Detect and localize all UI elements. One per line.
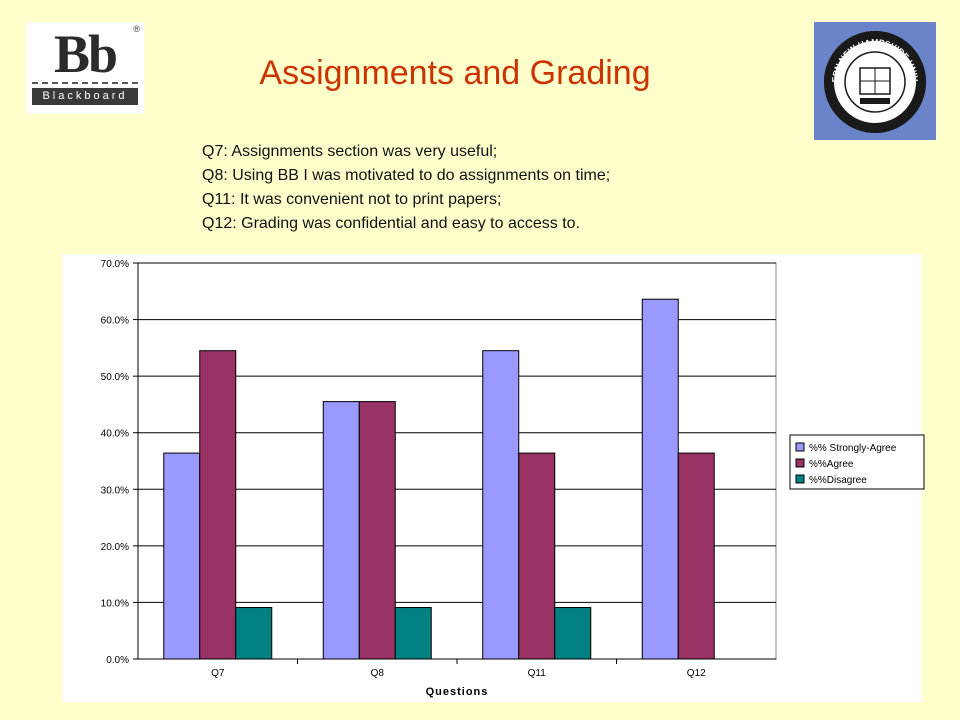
bar-chart: 0.0% 10.0% 20.0% 30.0% 40.0% 50.0% 60.0% 70.0% Q…: [62, 254, 925, 702]
blackboard-logo-wordmark: Blackboard: [32, 88, 138, 105]
x-tick-label: Q7: [211, 668, 225, 679]
y-tick-label: 0.0%: [106, 655, 129, 666]
y-tick-label: 60.0%: [101, 316, 129, 327]
x-tick-label: Q12: [687, 668, 706, 679]
legend-label-1: %% Strongly-Agree: [809, 443, 897, 454]
registered-mark: ®: [133, 24, 140, 34]
legend-swatch-3: [795, 474, 805, 484]
bar-q12-series-1: [641, 298, 679, 660]
x-tick-label: Q8: [371, 668, 385, 679]
legend-label-2: %%Agree: [809, 459, 854, 470]
legend: [789, 434, 925, 490]
blackboard-logo-letters: Bb: [53, 24, 118, 84]
bar-q11-series-1: [482, 350, 520, 660]
bar-q11-series-2: [518, 452, 556, 660]
question-q8: Q8: Using BB I was motivated to do assig…: [202, 167, 611, 184]
page-title: Assignments and Grading: [259, 54, 651, 92]
question-q11: Q11: It was convenient not to print pape…: [202, 191, 502, 208]
bar-q7-series-1: [163, 452, 201, 660]
legend-swatch-1: [795, 442, 805, 452]
bar-q8-series-3: [394, 607, 432, 660]
x-tick-label: Q11: [528, 668, 547, 679]
bar-q7-series-2: [199, 350, 237, 660]
question-list: Q7: Assignments section was very useful;…: [202, 140, 762, 236]
x-axis-title: Questions: [426, 686, 489, 698]
y-tick-label: 40.0%: [101, 429, 129, 440]
bar-q11-series-3: [554, 607, 592, 660]
question-q12: Q12: Grading was confidential and easy t…: [202, 215, 580, 232]
bar-q12-series-2: [677, 452, 715, 660]
y-tick-label: 70.0%: [101, 259, 129, 270]
blackboard-logo: Bb ® Blackboard: [26, 22, 144, 114]
legend-label-3: %%Disagree: [809, 475, 867, 486]
question-q7: Q7: Assignments section was very useful;: [202, 143, 498, 160]
y-tick-label: 20.0%: [101, 542, 129, 553]
legend-swatch-2: [795, 458, 805, 468]
bar-q7-series-3: [235, 607, 273, 660]
bar-q8-series-2: [358, 401, 396, 660]
blackboard-logo-divider: [32, 82, 138, 84]
snhu-seal-logo: SOUTHERN NEW HAMPSHIRE UNIVERSITY: [811, 14, 936, 140]
y-tick-label: 10.0%: [101, 598, 129, 609]
bar-q8-series-1: [322, 401, 360, 660]
y-tick-label: 50.0%: [101, 372, 129, 383]
y-tick-label: 30.0%: [101, 485, 129, 496]
